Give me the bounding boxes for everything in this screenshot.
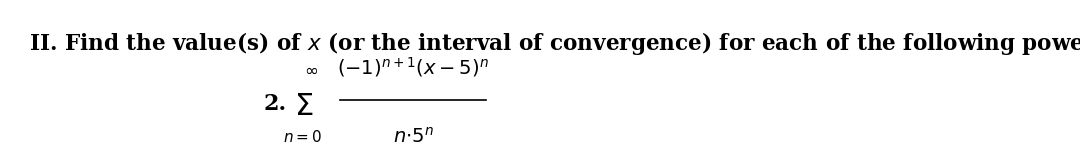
Text: $\infty$: $\infty$ — [303, 62, 318, 79]
Text: 2.: 2. — [264, 93, 286, 115]
Text: $n{=}0$: $n{=}0$ — [283, 129, 322, 145]
Text: $n{\cdot}5^{n}$: $n{\cdot}5^{n}$ — [393, 127, 434, 147]
Text: $\Sigma$: $\Sigma$ — [294, 91, 313, 122]
Text: II. Find the value(s) of $x$ (or the interval of convergence) for each of the fo: II. Find the value(s) of $x$ (or the int… — [29, 30, 1080, 57]
Text: $(-1)^{n+1}(x-5)^{n}$: $(-1)^{n+1}(x-5)^{n}$ — [337, 55, 489, 79]
